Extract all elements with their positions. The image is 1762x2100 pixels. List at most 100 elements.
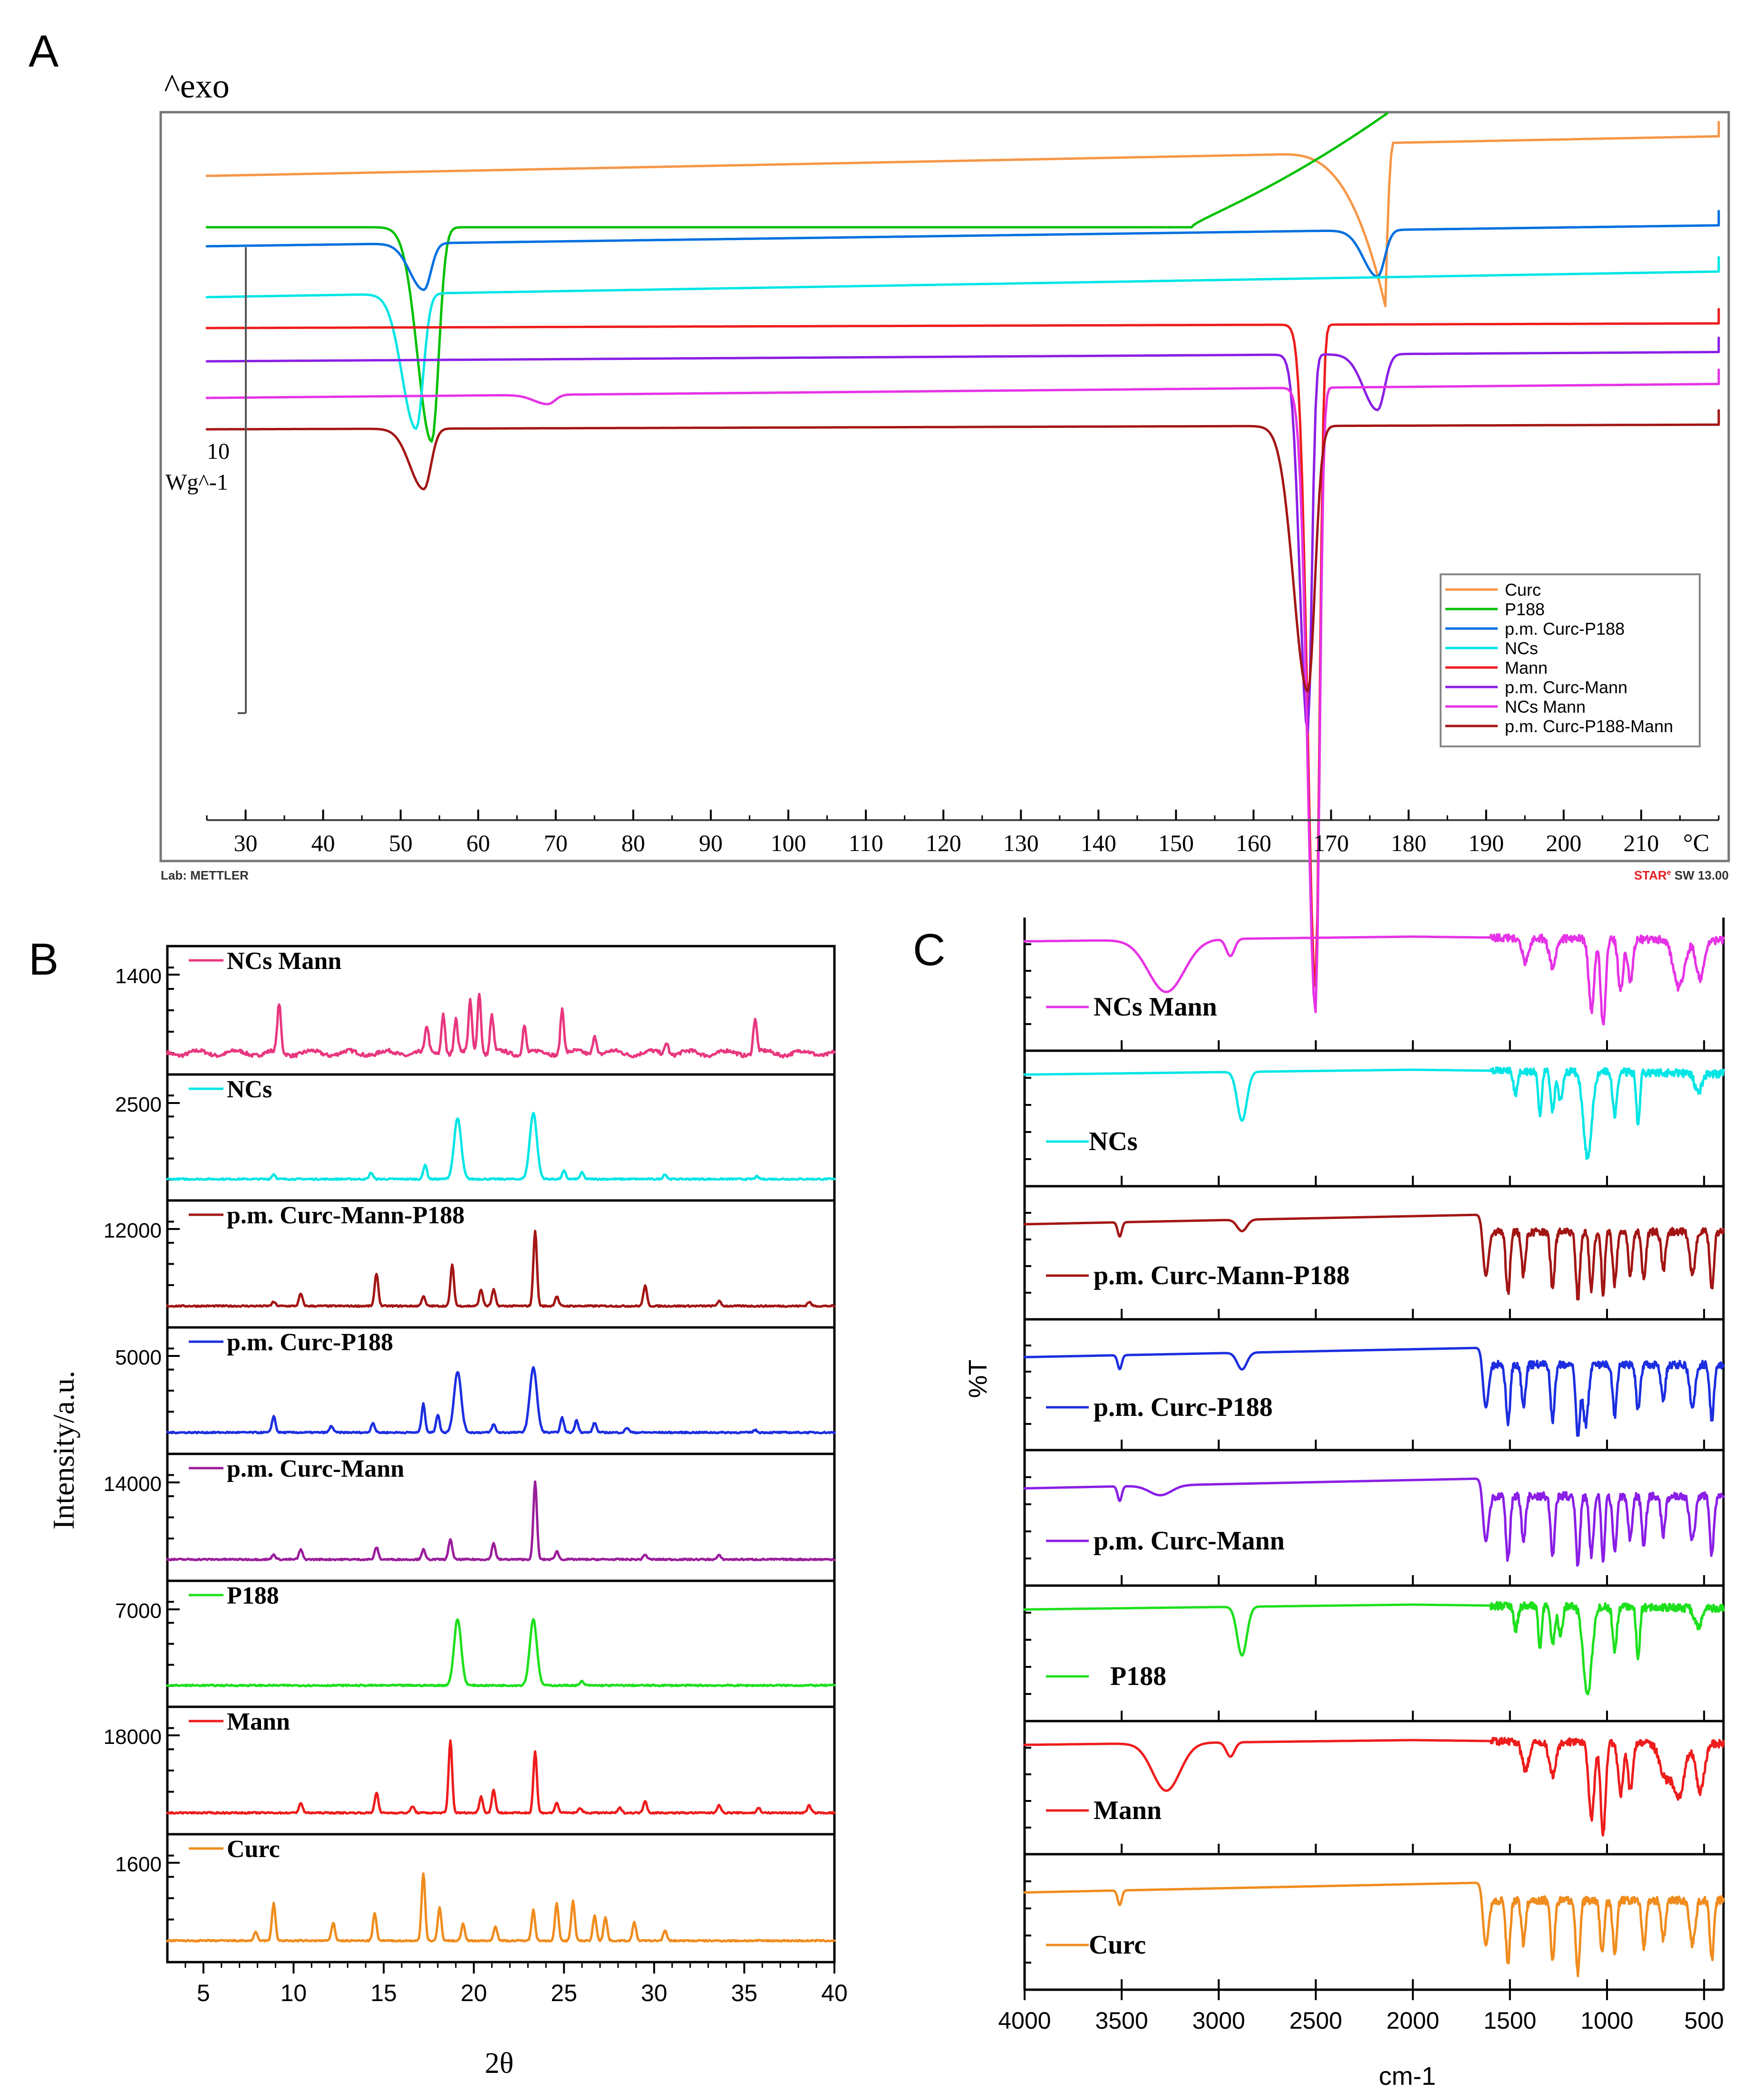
ftir-series-label: Curc — [1089, 1930, 1146, 1960]
ftir-series-label: P188 — [1110, 1662, 1166, 1691]
ftir-strip-ncs: NCs — [1023, 1049, 1725, 1186]
dsc-legend-label-p188: P188 — [1505, 600, 1545, 619]
dsc-x-tick-label: 70 — [544, 830, 568, 856]
dsc-legend-label-ncs-mann: NCs Mann — [1505, 697, 1586, 716]
ftir-trace-p-m-curc-mann-p188 — [1023, 1213, 1725, 1301]
ftir-x-tick-label: 3000 — [1192, 2007, 1245, 2034]
xrd-trace-mann — [166, 1739, 836, 1815]
dsc-traces — [205, 112, 1720, 1014]
dsc-trace-p-m-curc-p188 — [205, 210, 1720, 291]
ftir-series-label: p.m. Curc-Mann — [1094, 1526, 1285, 1556]
ftir-x-tick-label: 3500 — [1095, 2007, 1148, 2034]
xrd-strip-mann: 18000 Mann — [104, 1705, 836, 1815]
ftir-panel: NCs Mann NCs p.m. Curc-Mann-P188 p.m. Curc-… — [964, 918, 1725, 2090]
dsc-x-tick-label: 100 — [771, 830, 806, 856]
xrd-x-tick-label: 5 — [197, 1980, 210, 2006]
xrd-series-label: p.m. Curc-Mann — [227, 1455, 404, 1482]
ftir-trace-p-m-curc-mann — [1023, 1477, 1725, 1567]
xrd-y-max-label: 1400 — [115, 965, 162, 988]
xrd-trace-curc — [166, 1872, 836, 1943]
xrd-x-tick-label: 40 — [821, 1980, 848, 2006]
dsc-x-tick-label: 180 — [1391, 830, 1426, 856]
xrd-strip-curc: 1600 Curc — [115, 1833, 836, 1943]
dsc-x-tick-label: 80 — [621, 830, 645, 856]
xrd-series-label: NCs — [227, 1076, 272, 1103]
xrd-x-axis-label: 2θ — [485, 2047, 514, 2080]
ftir-series-label: NCs — [1089, 1127, 1138, 1156]
ftir-trace-curc — [1023, 1881, 1725, 1977]
dsc-x-tick-label: 90 — [699, 830, 723, 856]
panel-label-c: C — [913, 925, 946, 975]
ftir-trace-ncs-mann — [1023, 933, 1725, 1026]
xrd-series-label: Mann — [227, 1708, 290, 1735]
ftir-x-tick-label: 500 — [1684, 2007, 1723, 2034]
ftir-strip-p-m-curc-p188: p.m. Curc-P188 — [1023, 1318, 1725, 1450]
xrd-x-tick-label: 25 — [551, 1980, 577, 2006]
xrd-trace-p-m-curc-mann-p188 — [166, 1229, 836, 1308]
xrd-strip-p188: 7000 P188 — [115, 1579, 836, 1687]
dsc-legend-label-ncs: NCs — [1505, 639, 1538, 658]
ftir-strips: NCs Mann NCs p.m. Curc-Mann-P188 p.m. Curc-… — [1023, 918, 1725, 1991]
xrd-y-max-label: 2500 — [115, 1093, 162, 1116]
dsc-x-tick-label: 40 — [311, 830, 335, 856]
ftir-trace-p188 — [1023, 1601, 1725, 1695]
dsc-panel: ^exo 10 Wg^-1 30 40 50 60 70 80 90 100 110 120 130… — [159, 67, 1730, 1014]
dsc-x-tick-label: 120 — [926, 830, 961, 856]
dsc-legend-label-p-m-curc-p188-mann: p.m. Curc-P188-Mann — [1505, 716, 1673, 736]
dsc-x-tick-label: 130 — [1003, 830, 1039, 856]
xrd-x-tick-label: 20 — [461, 1980, 487, 2006]
dsc-legend-label-p-m-curc-p188: p.m. Curc-P188 — [1505, 619, 1625, 639]
xrd-series-label: p.m. Curc-P188 — [227, 1329, 393, 1356]
ftir-trace-p-m-curc-p188 — [1023, 1346, 1725, 1437]
ftir-x-tick-label: 2000 — [1386, 2007, 1439, 2034]
dsc-x-tick-label: 140 — [1081, 830, 1116, 856]
dsc-x-tick-label: 30 — [234, 830, 258, 856]
xrd-series-label: Curc — [227, 1836, 280, 1863]
panel-label-a: A — [29, 26, 59, 77]
dsc-x-tick-label: 190 — [1468, 830, 1504, 856]
ftir-x-tick-label: 2500 — [1289, 2007, 1342, 2034]
dsc-x-tick-label: 200 — [1546, 830, 1581, 856]
dsc-legend-label-mann: Mann — [1505, 658, 1548, 677]
footer-lab: Lab: METTLER — [161, 868, 249, 882]
dsc-x-unit: °C — [1683, 830, 1709, 857]
scale-unit: Wg^-1 — [165, 470, 228, 495]
dsc-x-tick-label: 170 — [1313, 830, 1349, 856]
xrd-strip-p-m-curc-p188: 5000 p.m. Curc-P188 — [115, 1326, 836, 1434]
dsc-x-tick-label: 160 — [1236, 830, 1271, 856]
ftir-series-label: p.m. Curc-Mann-P188 — [1094, 1261, 1350, 1290]
ftir-strip-p-m-curc-mann-p188: p.m. Curc-Mann-P188 — [1023, 1185, 1725, 1319]
ftir-x-axis-label: cm-1 — [1379, 2062, 1436, 2090]
dsc-trace-p-m-curc-p188-mann — [205, 409, 1720, 693]
xrd-x-tick-label: 30 — [641, 1980, 668, 2006]
dsc-trace-p188 — [205, 112, 1389, 443]
dsc-x-tick-label: 60 — [466, 830, 490, 856]
xrd-x-tick-label: 15 — [370, 1980, 397, 2006]
dsc-trace-mann — [205, 308, 1720, 987]
ftir-series-label: p.m. Curc-P188 — [1094, 1393, 1273, 1422]
xrd-y-max-label: 14000 — [104, 1472, 162, 1496]
xrd-y-max-label: 12000 — [104, 1219, 162, 1242]
xrd-trace-p188 — [166, 1618, 836, 1687]
ftir-strip-curc: Curc — [1023, 1853, 1725, 1990]
xrd-y-max-label: 7000 — [115, 1599, 162, 1623]
scale-value: 10 — [207, 439, 230, 464]
xrd-y-max-label: 1600 — [115, 1853, 162, 1876]
exo-label: ^exo — [164, 67, 230, 105]
ftir-strip-ncs-mann: NCs Mann — [1023, 933, 1725, 1051]
xrd-y-max-label: 18000 — [104, 1725, 162, 1749]
xrd-series-label: P188 — [227, 1582, 279, 1609]
xrd-panel: 1400 NCs Mann 2500 NCs 12000 p.m. Curc-Mann-P… — [47, 945, 848, 2080]
xrd-trace-p-m-curc-mann — [166, 1480, 836, 1561]
dsc-trace-ncs — [205, 256, 1720, 430]
ftir-trace-mann — [1023, 1737, 1725, 1837]
xrd-series-label: p.m. Curc-Mann-P188 — [227, 1202, 465, 1229]
dsc-x-tick-label: 150 — [1158, 830, 1194, 856]
ftir-strip-p188: P188 — [1023, 1584, 1725, 1721]
dsc-legend-label-curc: Curc — [1505, 580, 1541, 600]
panel-label-b: B — [29, 934, 58, 985]
dsc-legend-label-p-m-curc-mann: p.m. Curc-Mann — [1505, 677, 1627, 697]
dsc-plot-frame — [159, 111, 1730, 862]
xrd-x-ticks: 5 10 15 20 25 30 35 40 — [184, 1962, 848, 2006]
